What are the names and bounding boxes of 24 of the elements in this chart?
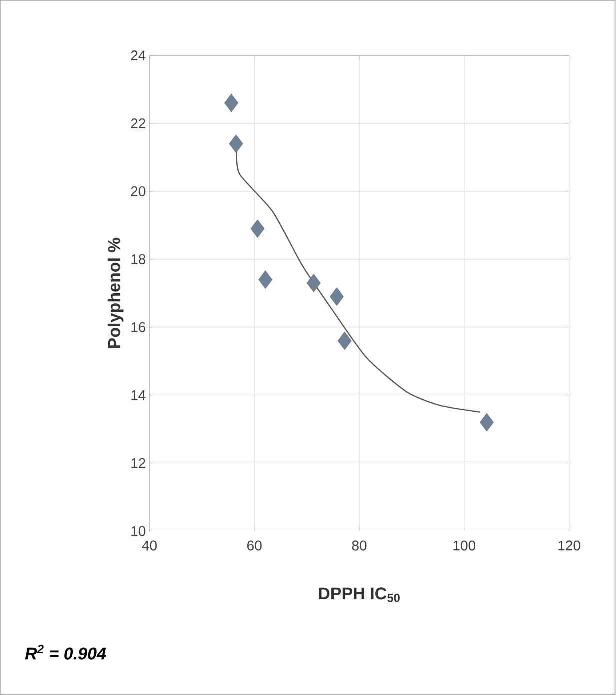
point — [306, 274, 321, 292]
point — [338, 332, 352, 350]
x-tick-label: 80 — [352, 540, 367, 551]
y-tick-label: 10 — [132, 526, 146, 536]
x-axis-title: DPPH IC$_{50}$ — [319, 588, 400, 602]
y-tick-label: 14 — [132, 390, 146, 400]
x-tick-label: 60 — [248, 540, 262, 551]
y-axis-title: Polyphenol % — [108, 238, 124, 348]
point — [480, 413, 494, 432]
x-tick-label: 120 — [558, 540, 581, 551]
y-tick-label: 12 — [132, 458, 146, 468]
x-tick-label: 40 — [142, 540, 158, 551]
y-tick-label: 24 — [131, 50, 146, 60]
point — [258, 270, 273, 290]
point — [250, 220, 265, 238]
y-tick-label: 16 — [132, 322, 146, 332]
y-tick-label: 20 — [131, 186, 146, 196]
point — [224, 94, 239, 112]
y-tick-label: 22 — [131, 118, 146, 128]
y-tick-label: 18 — [132, 254, 146, 264]
x-tick-label: 100 — [454, 540, 476, 551]
text: R$^{2}$ = 0.904 — [25, 645, 106, 660]
point — [330, 288, 344, 306]
point — [229, 134, 244, 154]
